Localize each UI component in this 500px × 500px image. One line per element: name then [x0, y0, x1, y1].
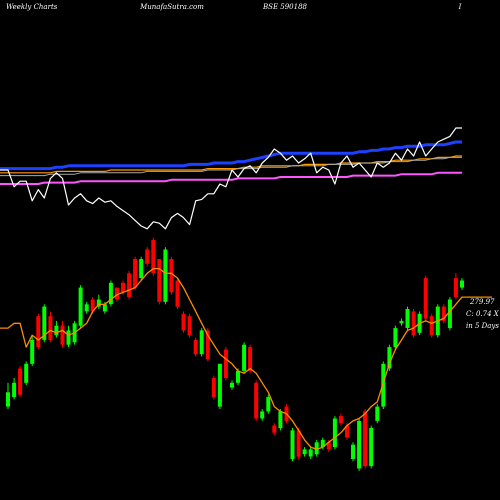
candle-body: [115, 287, 119, 300]
candle-body: [54, 325, 59, 336]
candle-body: [217, 363, 222, 407]
chart-header-right: I: [458, 3, 462, 11]
candle-body: [381, 363, 386, 407]
candle-body: [460, 280, 464, 288]
sma-line: [0, 267, 492, 451]
candle-body: [60, 325, 65, 345]
candle-body: [242, 344, 247, 371]
candle-body: [441, 306, 446, 321]
candle-body: [278, 411, 283, 429]
candle-body: [363, 411, 368, 467]
candle-body: [357, 420, 362, 469]
chart-header-center: MunafaSutra.com: [139, 3, 204, 11]
candle-body: [133, 259, 138, 288]
candle-body: [223, 349, 228, 379]
candle-body: [66, 330, 71, 345]
candle-body: [187, 316, 192, 336]
indicator-line-blue: [0, 140, 462, 171]
candle-body: [423, 278, 428, 319]
candle-body: [96, 299, 101, 307]
candle-body: [181, 313, 186, 331]
candle-body: [193, 340, 198, 355]
candle-body: [308, 449, 313, 457]
candle-body: [175, 280, 180, 307]
candle-body: [36, 316, 41, 348]
candle-body: [387, 347, 392, 369]
candle-body: [78, 287, 83, 326]
candle-body: [230, 382, 234, 388]
candle-body: [211, 378, 216, 397]
candle-body: [290, 430, 295, 459]
candle-body: [18, 368, 23, 395]
candle-body: [272, 425, 277, 433]
candle-body: [145, 249, 150, 264]
candle-body: [205, 330, 210, 359]
indicator-line-magenta: [0, 171, 462, 185]
candle-body: [338, 416, 343, 424]
chart-header-left: Weekly Charts: [6, 3, 58, 11]
candle-body: [24, 363, 29, 383]
chart-header-symbol: BSE 590188: [262, 3, 308, 11]
indicator-line-orange: [0, 155, 462, 174]
candle-body: [411, 311, 416, 336]
candle-body: [169, 259, 174, 293]
candle-body: [151, 240, 156, 274]
price-panel: [0, 237, 492, 471]
candle-body: [42, 306, 47, 340]
candle-body: [48, 316, 53, 340]
indicator-panel: [0, 127, 462, 230]
candle-body: [139, 259, 144, 278]
candle-body: [127, 273, 132, 298]
candle-body: [163, 249, 168, 302]
candle-body: [375, 406, 380, 421]
candle-body: [84, 304, 89, 312]
candle-body: [296, 430, 301, 457]
indicator-line-white: [0, 127, 462, 230]
price-period-label: in 5 Days: [466, 322, 499, 330]
candle-body: [369, 428, 374, 467]
candle-body: [345, 425, 349, 438]
candle-body: [254, 382, 259, 419]
candle-body: [90, 299, 95, 312]
candle-body: [157, 259, 162, 302]
candle-body: [447, 299, 452, 329]
candle-body: [332, 418, 337, 448]
candle-body: [405, 309, 410, 328]
candle-body: [248, 347, 253, 371]
candle-body: [399, 320, 404, 324]
candle-body: [121, 282, 125, 293]
candle-body: [260, 411, 265, 419]
candle-body: [302, 449, 307, 455]
candle-body: [236, 370, 240, 383]
candle-body: [108, 282, 113, 305]
candle-body: [102, 304, 107, 312]
candle-body: [12, 382, 17, 398]
candle-body: [326, 442, 331, 450]
candle-body: [320, 439, 325, 447]
candle-body: [266, 397, 271, 412]
candle-body: [453, 278, 458, 298]
candle-body: [30, 340, 35, 364]
last-price-label: 279.97: [469, 298, 495, 306]
candle-body: [6, 392, 10, 407]
candle-body: [393, 328, 398, 348]
price-change-label: C: 0.74 X: [466, 310, 500, 318]
candle-body: [199, 330, 204, 355]
candle-body: [314, 442, 319, 455]
candle-body: [351, 444, 355, 459]
candle-body: [429, 316, 434, 336]
